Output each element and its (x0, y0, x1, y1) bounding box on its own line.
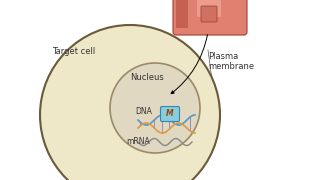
FancyArrowPatch shape (171, 35, 207, 94)
FancyBboxPatch shape (197, 0, 221, 17)
Text: DNA: DNA (135, 107, 152, 116)
FancyBboxPatch shape (161, 107, 180, 122)
Text: Nucleus: Nucleus (130, 73, 164, 82)
Text: M: M (166, 109, 174, 118)
Text: Target cell: Target cell (52, 48, 95, 57)
FancyBboxPatch shape (176, 0, 188, 28)
FancyBboxPatch shape (201, 6, 217, 22)
Text: mRNA: mRNA (126, 136, 150, 145)
FancyBboxPatch shape (173, 0, 247, 35)
Circle shape (40, 25, 220, 180)
Text: Plasma
membrane: Plasma membrane (208, 52, 254, 71)
Circle shape (110, 63, 200, 153)
